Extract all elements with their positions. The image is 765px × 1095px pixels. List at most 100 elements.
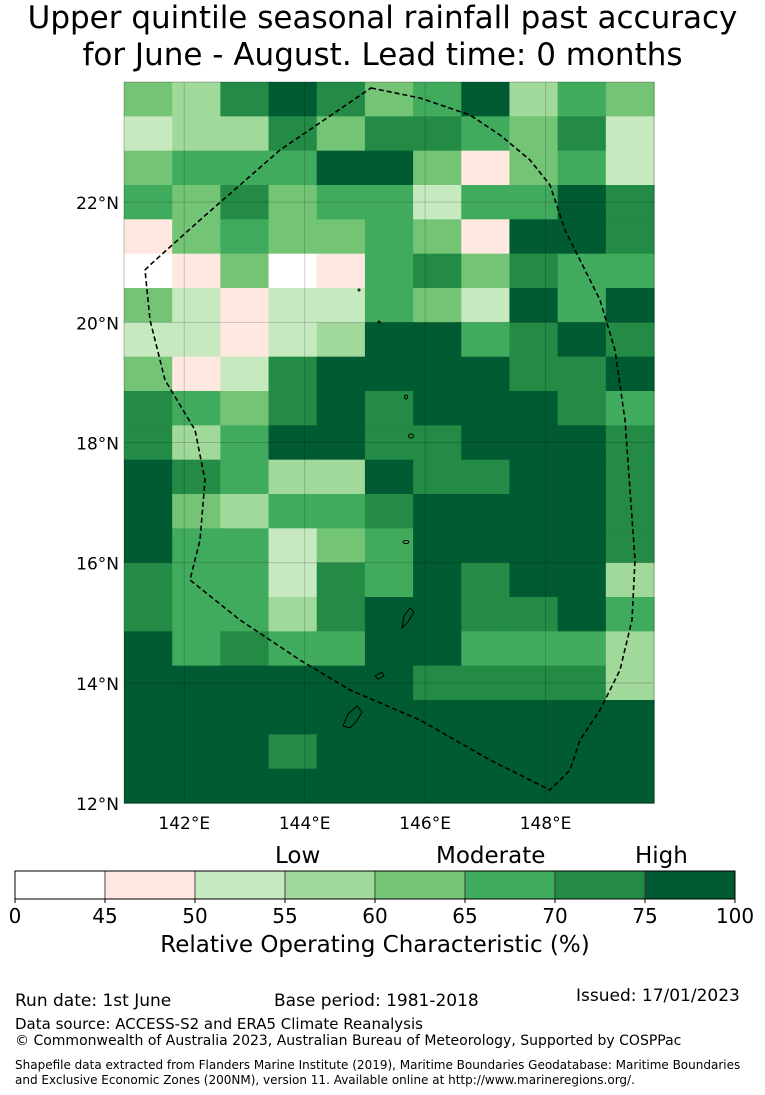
grid-cell — [172, 734, 221, 770]
grid-cell — [172, 665, 221, 701]
grid-cell — [509, 700, 559, 735]
grid-cell — [268, 665, 318, 701]
grid-cell — [557, 185, 607, 220]
lon-tick-label: 144°E — [279, 814, 331, 834]
lon-tick-label: 142°E — [158, 814, 210, 834]
grid-cell — [268, 459, 318, 495]
grid-cell — [316, 734, 366, 770]
grid-cell — [316, 150, 366, 186]
grid-cell — [124, 356, 173, 392]
grid-cell — [461, 494, 511, 529]
grid-cell — [413, 356, 462, 392]
grid-cell — [509, 253, 559, 289]
eez-boundary — [144, 87, 636, 791]
grid-cell — [557, 116, 607, 152]
grid-cell — [364, 528, 414, 564]
grid-cell — [172, 322, 221, 358]
run-date: Run date: 1st June — [15, 991, 172, 1011]
tier-low-label: Low — [275, 843, 321, 869]
grid-cell — [364, 82, 414, 117]
grid-cell — [172, 150, 221, 186]
colorbar-tick-label: 50 — [182, 904, 207, 928]
grid-cell — [509, 391, 559, 426]
grid-cell — [413, 528, 462, 564]
grid-cell — [268, 82, 318, 117]
grid-cell — [413, 116, 462, 152]
grid-cell — [124, 391, 173, 426]
grid-cell — [557, 665, 607, 701]
grid-cell — [509, 288, 559, 323]
grid-cell — [316, 768, 366, 804]
grid-cell — [557, 768, 607, 804]
grid-cell — [220, 734, 270, 770]
grid-cell — [124, 82, 173, 117]
grid-cell — [605, 116, 655, 152]
grid-cell — [364, 322, 414, 358]
grid-cell — [220, 700, 270, 735]
grid-cell — [220, 253, 270, 289]
grid-cell — [268, 322, 318, 358]
grid-cell — [509, 459, 559, 495]
grid-cell — [557, 734, 607, 770]
grid-cell — [172, 185, 221, 220]
grid-cell — [413, 631, 462, 667]
grid-cell — [172, 288, 221, 323]
grid-cell — [413, 288, 462, 323]
grid-cell — [461, 700, 511, 735]
colorbar-tick-label: 70 — [542, 904, 567, 928]
grid-cell — [605, 391, 655, 426]
grid-cell — [172, 116, 221, 152]
grid-cell — [220, 494, 270, 529]
grid-cell — [364, 425, 414, 461]
grid-cell — [461, 219, 511, 255]
grid-cell — [268, 253, 318, 289]
grid-cell — [172, 528, 221, 564]
lat-tick-label: 20°N — [76, 314, 119, 334]
colorbar-tick-label: 45 — [92, 904, 117, 928]
grid-cell — [509, 768, 559, 804]
issued-date: Issued: 17/01/2023 — [576, 986, 740, 1006]
grid-cell — [413, 768, 462, 804]
grid-cell — [461, 528, 511, 564]
grid-cell — [268, 597, 318, 632]
colorbar-segment — [464, 870, 556, 900]
grid-cell — [220, 459, 270, 495]
grid-cell — [509, 494, 559, 529]
grid-cell — [364, 116, 414, 152]
grid-cell — [605, 700, 655, 735]
grid-cell — [413, 665, 462, 701]
grid-cell — [316, 528, 366, 564]
grid-cell — [413, 391, 462, 426]
colorbar-tick-label: 65 — [452, 904, 477, 928]
grid-cell — [461, 734, 511, 770]
grid-cell — [220, 768, 270, 804]
grid-cell — [220, 219, 270, 255]
lat-tick-label: 16°N — [76, 555, 119, 575]
grid-cell — [557, 700, 607, 735]
grid-cell — [316, 288, 366, 323]
grid-cell — [413, 82, 462, 117]
grid-cell — [124, 219, 173, 255]
grid-cell — [413, 562, 462, 598]
grid-cell — [413, 597, 462, 632]
grid-cell — [509, 82, 559, 117]
grid-cell — [413, 253, 462, 289]
tier-high-label: High — [635, 843, 688, 869]
grid-cell — [124, 459, 173, 495]
lat-tick-label: 12°N — [76, 795, 119, 815]
grid-cell — [316, 597, 366, 632]
title-line-1: Upper quintile seasonal rainfall past ac… — [27, 0, 738, 36]
grid-cell — [461, 253, 511, 289]
grid-cell — [172, 253, 221, 289]
grid-cell — [220, 288, 270, 323]
grid-cell — [509, 734, 559, 770]
grid-cell — [172, 494, 221, 529]
shapefile-credit: Shapefile data extracted from Flanders M… — [15, 1058, 741, 1087]
grid-cell — [364, 185, 414, 220]
grid-cell — [172, 356, 221, 392]
lat-tick-label: 14°N — [76, 675, 119, 695]
grid-cell — [316, 322, 366, 358]
grid-cell — [557, 459, 607, 495]
grid-cell — [605, 768, 655, 804]
